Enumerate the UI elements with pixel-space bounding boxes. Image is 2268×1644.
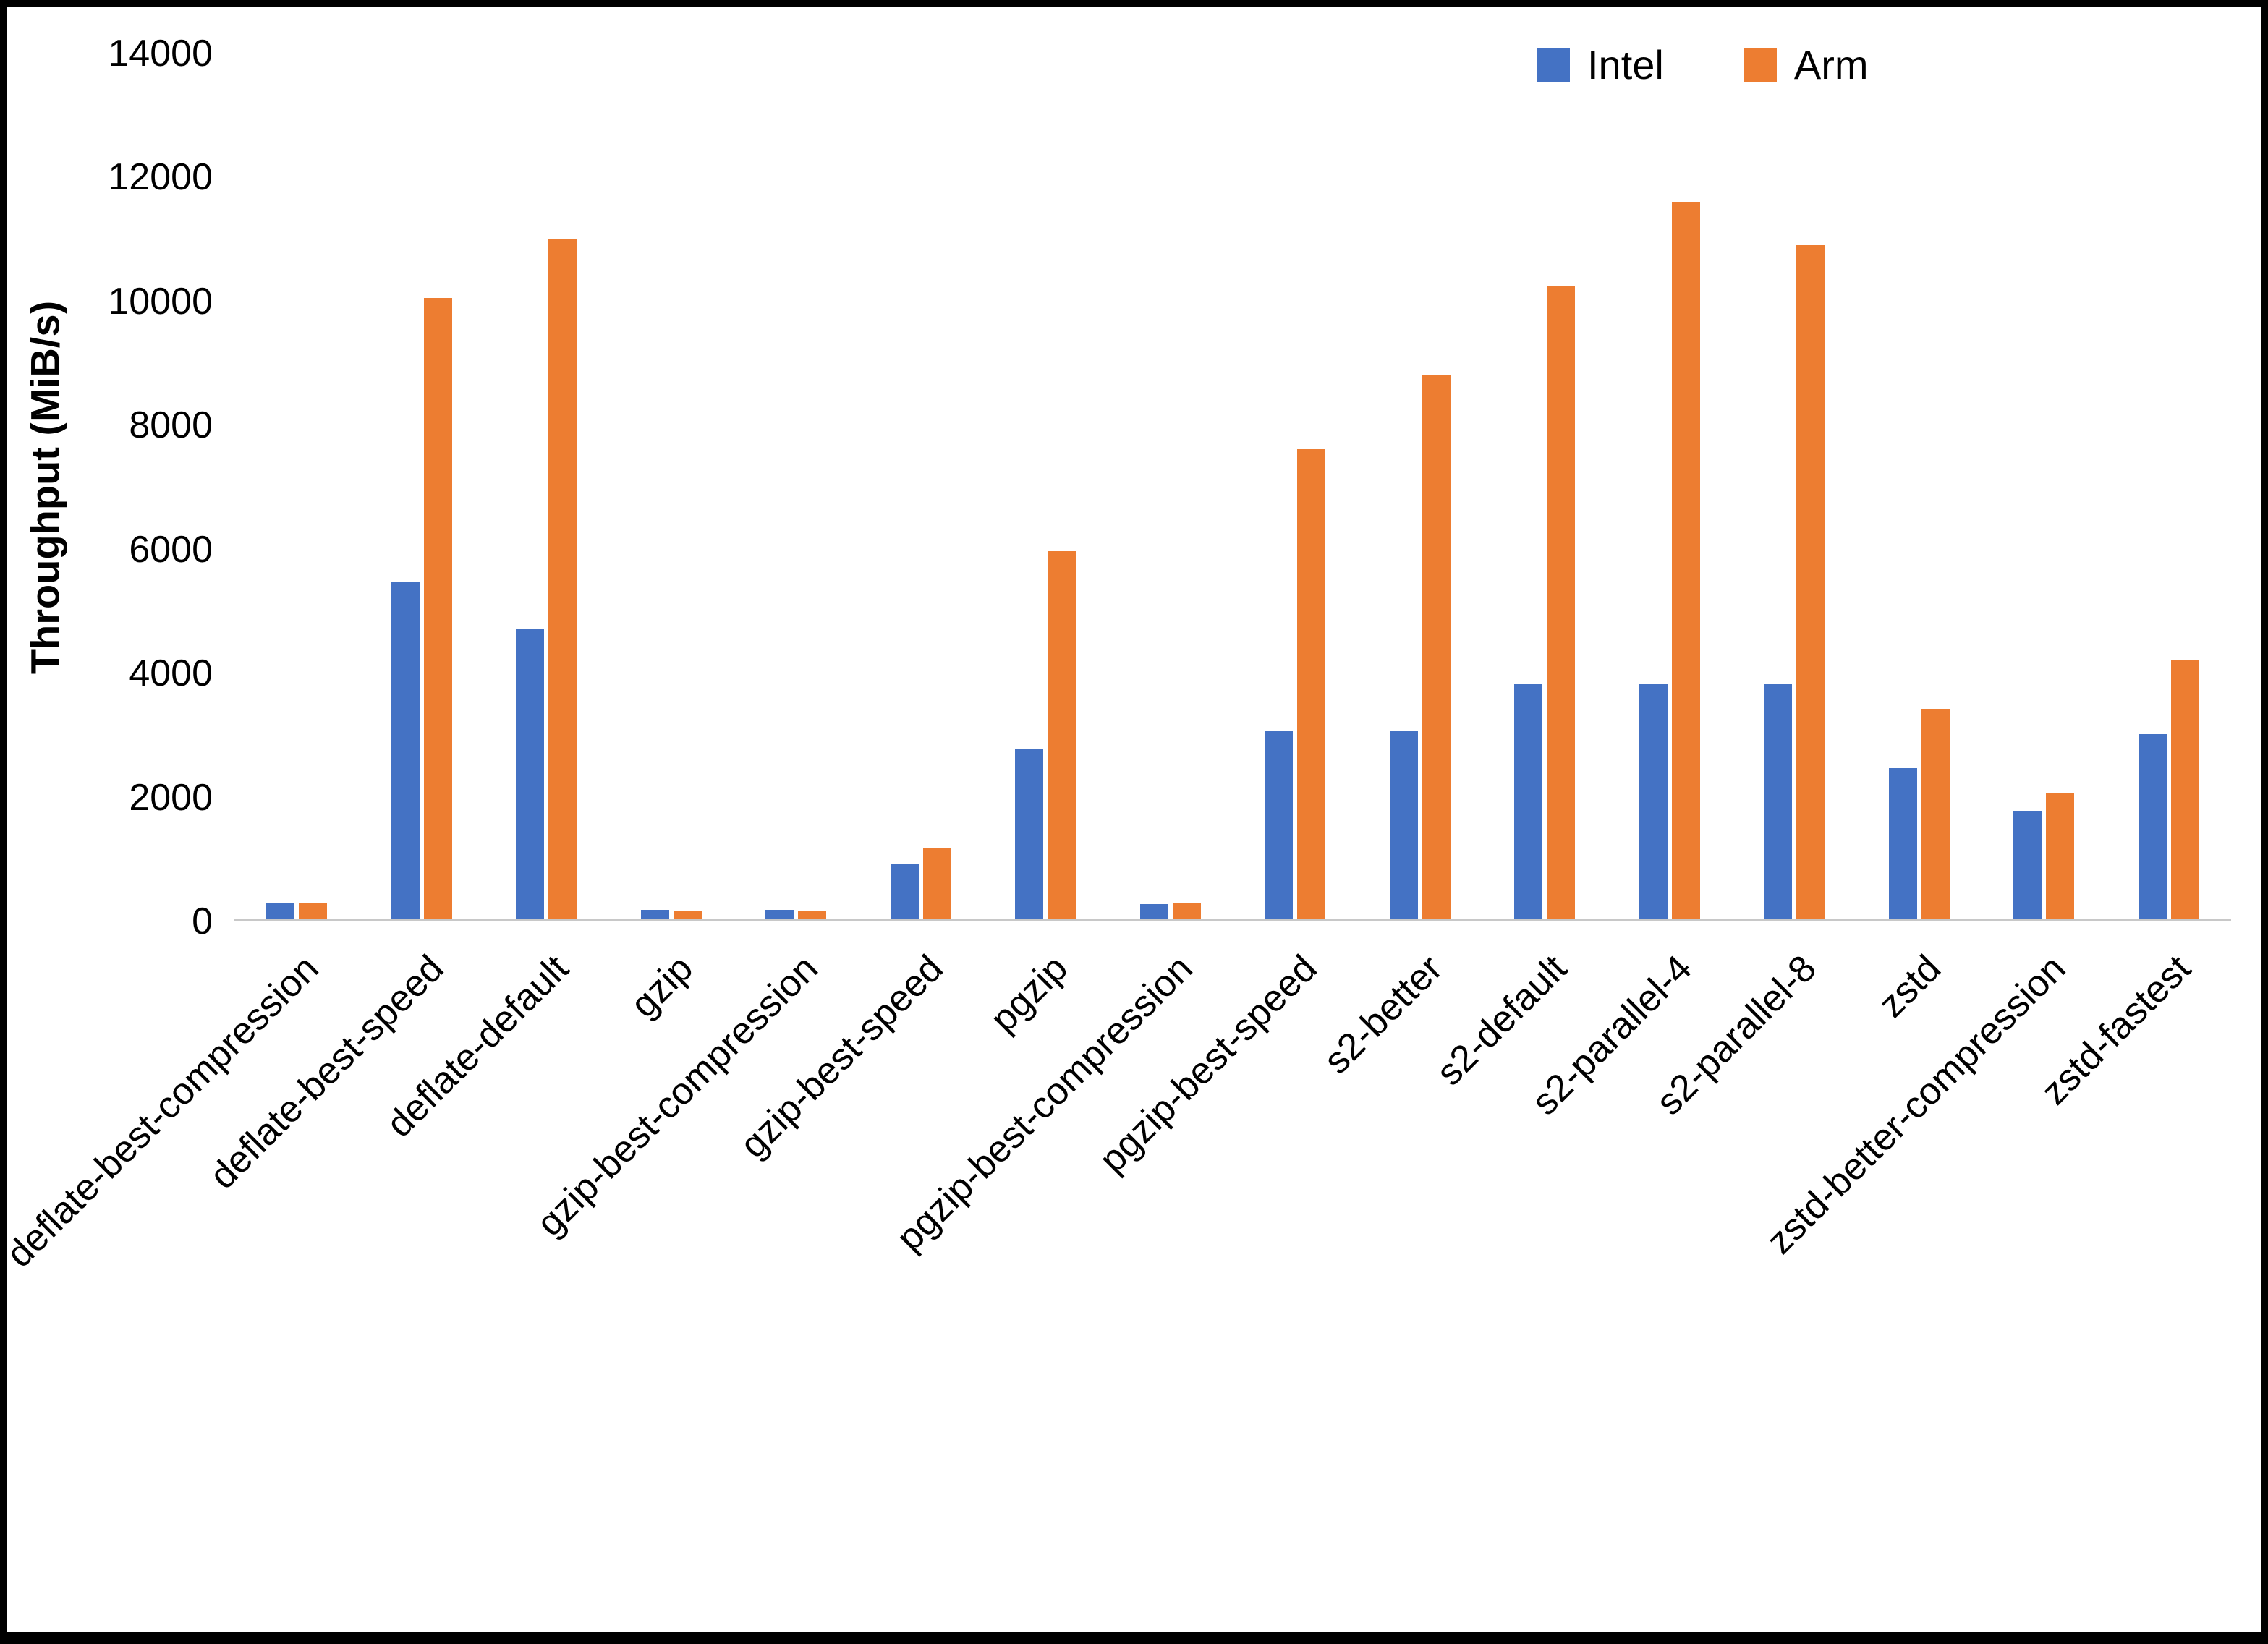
bar-intel-zstd-better-compression <box>2013 811 2042 919</box>
x-axis-label-pgzip: pgzip <box>982 947 1076 1041</box>
x-axis-label-pgzip-best-speed: pgzip-best-speed <box>1091 947 1325 1181</box>
bar-group-deflate-best-compression <box>234 54 360 919</box>
y-axis-title: Throughput (MiB/s) <box>22 300 68 675</box>
bar-arm-zstd <box>1921 709 1950 919</box>
legend-swatch-intel <box>1537 48 1570 82</box>
bar-arm-pgzip-best-compression <box>1172 903 1201 919</box>
bar-group-gzip-best-compression <box>734 54 859 919</box>
bar-arm-deflate-best-speed <box>423 297 452 919</box>
y-tick-label: 14000 <box>108 33 213 74</box>
y-tick-label: 10000 <box>108 280 213 323</box>
legend-item-intel: Intel <box>1537 41 1664 88</box>
bar-intel-s2-default <box>1514 684 1543 919</box>
bar-intel-s2-parallel-4 <box>1639 684 1668 919</box>
y-tick-label: 2000 <box>129 776 213 819</box>
bar-arm-s2-default <box>1547 285 1576 919</box>
bar-arm-pgzip <box>1048 551 1076 919</box>
bar-arm-gzip-best-speed <box>922 848 951 919</box>
bar-intel-zstd <box>1888 767 1917 919</box>
bar-arm-zstd-fastest <box>2170 659 2199 919</box>
bar-group-zstd-better-compression <box>1982 54 2107 919</box>
bar-group-s2-default <box>1482 54 1607 919</box>
bar-arm-s2-better <box>1422 375 1451 919</box>
bar-arm-s2-parallel-4 <box>1671 202 1700 919</box>
y-tick-label: 0 <box>192 900 213 942</box>
x-axis-labels: deflate-best-compression deflate-best-spe… <box>7 934 2231 1585</box>
y-tick-label: 12000 <box>108 156 213 199</box>
y-tick-label: 6000 <box>129 528 213 571</box>
y-tick-label: 8000 <box>129 404 213 447</box>
bar-intel-gzip-best-speed <box>890 864 919 919</box>
bar-intel-gzip-best-compression <box>765 910 794 919</box>
bar-intel-s2-parallel-8 <box>1764 684 1793 919</box>
y-tick-label: 4000 <box>129 652 213 695</box>
bar-group-gzip <box>609 54 734 919</box>
legend-label-arm: Arm <box>1793 42 1869 88</box>
bar-intel-deflate-best-compression <box>266 902 295 919</box>
legend-item-arm: Arm <box>1743 41 1869 88</box>
bar-arm-zstd-better-compression <box>2046 792 2075 919</box>
bar-arm-s2-parallel-8 <box>1796 245 1825 919</box>
bar-group-zstd <box>1857 54 1982 919</box>
bar-arm-deflate-default <box>548 239 577 919</box>
bar-arm-gzip-best-compression <box>798 911 827 919</box>
bar-group-deflate-best-speed <box>360 54 485 919</box>
bar-arm-deflate-best-compression <box>299 903 328 919</box>
bar-intel-deflate-best-speed <box>391 582 420 919</box>
bar-group-pgzip-best-compression <box>1108 54 1233 919</box>
bar-group-pgzip-best-speed <box>1233 54 1358 919</box>
bar-intel-pgzip-best-speed <box>1265 731 1294 919</box>
bar-intel-zstd-fastest <box>2138 733 2167 919</box>
bar-arm-gzip <box>673 911 702 919</box>
bar-intel-pgzip-best-compression <box>1139 903 1168 919</box>
legend-label-intel: Intel <box>1587 42 1664 88</box>
bar-intel-gzip <box>640 910 669 919</box>
bar-group-gzip-best-speed <box>859 54 984 919</box>
x-axis-label-zstd: zstd <box>1871 947 1950 1026</box>
chart-legend: Intel Arm <box>1537 41 1869 88</box>
bar-arm-pgzip-best-speed <box>1297 449 1326 919</box>
x-axis-label-gzip: gzip <box>622 947 702 1026</box>
y-axis-title-box: Throughput (MiB/s) <box>12 54 77 921</box>
bar-group-s2-parallel-4 <box>1607 54 1733 919</box>
legend-swatch-arm <box>1743 48 1777 82</box>
bar-intel-s2-better <box>1389 731 1418 919</box>
y-axis-tick-labels: 0 2000 4000 6000 8000 10000 12000 14000 <box>79 33 213 942</box>
x-axis-label-deflate-best-speed: deflate-best-speed <box>201 947 452 1198</box>
bar-intel-pgzip <box>1015 749 1044 919</box>
bar-group-pgzip <box>983 54 1108 919</box>
bar-group-deflate-default <box>484 54 609 919</box>
bar-group-s2-parallel-8 <box>1732 54 1857 919</box>
bar-group-zstd-fastest <box>2107 54 2232 919</box>
plot-area <box>234 54 2231 921</box>
bar-group-s2-better <box>1358 54 1483 919</box>
bar-intel-deflate-default <box>516 629 545 919</box>
